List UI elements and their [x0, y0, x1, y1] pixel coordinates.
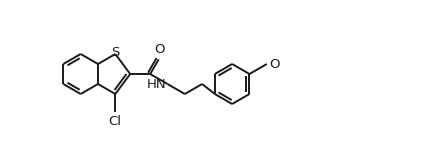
- Text: HN: HN: [147, 78, 166, 90]
- Text: S: S: [111, 46, 120, 59]
- Text: O: O: [154, 43, 165, 56]
- Text: O: O: [269, 57, 279, 71]
- Text: Cl: Cl: [108, 115, 121, 128]
